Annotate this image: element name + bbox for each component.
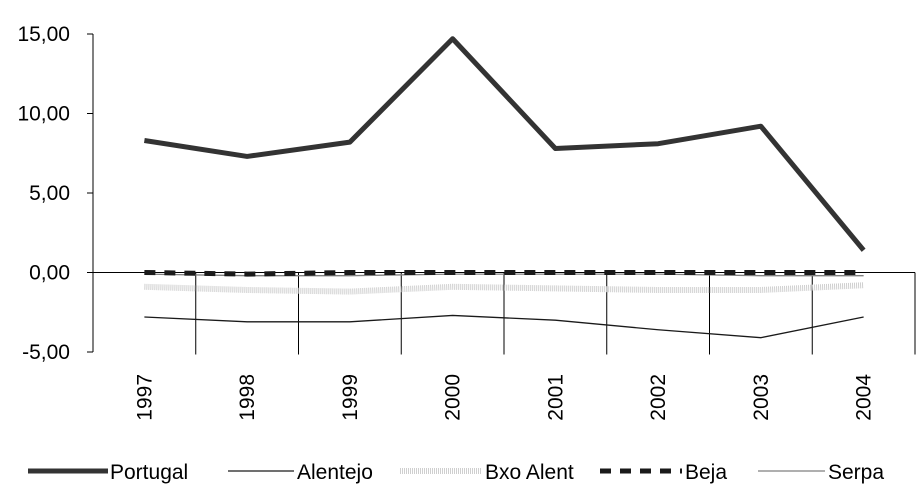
series-line bbox=[143, 36, 866, 252]
y-tick-label: 10,00 bbox=[17, 103, 70, 126]
x-tick-label: 2003 bbox=[750, 374, 773, 421]
legend-label: Portugal bbox=[110, 461, 188, 484]
series-portugal bbox=[143, 36, 866, 252]
x-tick-label: 1997 bbox=[133, 374, 156, 421]
legend-item: Portugal bbox=[28, 461, 188, 484]
legend-label: Beja bbox=[685, 461, 727, 484]
x-tick-label: 1998 bbox=[236, 374, 259, 421]
x-tick-label: 2002 bbox=[647, 374, 670, 421]
series-line bbox=[144, 314, 864, 339]
x-tick-label: 2001 bbox=[544, 374, 567, 421]
x-tick-label: 1999 bbox=[339, 374, 362, 421]
series-lines bbox=[143, 36, 866, 339]
legend: Portugal Alentejo Bxo Alent Beja Serpa bbox=[28, 461, 884, 484]
series-alentejo bbox=[144, 314, 864, 339]
y-axis-ticks: -5,00 0,00 5,00 10,00 15,00 bbox=[17, 23, 93, 364]
series-beja bbox=[144, 270, 864, 277]
x-tick-label: 2004 bbox=[853, 374, 876, 421]
x-tick-label: 2000 bbox=[442, 374, 465, 421]
y-tick-label: -5,00 bbox=[22, 341, 70, 364]
y-tick-label: 0,00 bbox=[29, 262, 70, 285]
legend-item: Beja bbox=[600, 461, 727, 484]
series-bxo-alent bbox=[144, 282, 864, 295]
legend-label: Bxo Alent bbox=[485, 461, 574, 484]
series-line bbox=[144, 273, 864, 277]
y-tick-label: 15,00 bbox=[17, 23, 70, 46]
legend-item: Serpa bbox=[758, 461, 884, 484]
x-axis-ticks: 1997 1998 1999 2000 2001 2002 2003 2004 bbox=[133, 272, 916, 421]
legend-label: Alentejo bbox=[297, 461, 373, 484]
y-tick-label: 5,00 bbox=[29, 182, 70, 205]
legend-item: Alentejo bbox=[228, 461, 373, 484]
legend-item: Bxo Alent bbox=[400, 461, 574, 484]
legend-label: Serpa bbox=[828, 461, 884, 484]
